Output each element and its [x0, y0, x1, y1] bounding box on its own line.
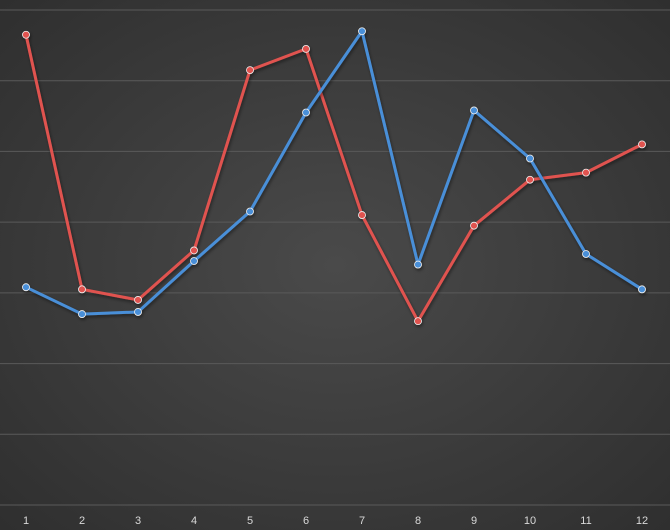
x-tick-label-10: 10 — [524, 515, 536, 527]
series-1 — [22, 30, 646, 326]
series-2-line — [24, 29, 644, 316]
x-tick-label-11: 11 — [580, 515, 591, 527]
series-1-point-11 — [582, 168, 590, 177]
series-1-point-6 — [302, 44, 310, 53]
x-tick-label-7: 7 — [359, 515, 365, 527]
x-tick-label-4: 4 — [191, 515, 197, 527]
series-2-point-11 — [582, 250, 590, 258]
x-tick-label-2: 2 — [79, 515, 85, 527]
series-lines — [22, 27, 646, 326]
series-2-point-3 — [134, 308, 142, 316]
series-2-point-12 — [638, 285, 646, 294]
x-tick-label-6: 6 — [303, 515, 309, 527]
x-tick-label-8: 8 — [415, 515, 421, 527]
series-2-point-10 — [526, 154, 534, 163]
x-tick-label-1: 1 — [23, 515, 29, 527]
series-2-point-5 — [246, 207, 254, 216]
x-tick-label-5: 5 — [247, 515, 253, 527]
series-2-point-7 — [358, 27, 366, 36]
series-1-point-10 — [526, 175, 534, 184]
x-tick-label-12: 12 — [636, 515, 648, 527]
x-tick-label-9: 9 — [471, 515, 477, 527]
series-2-point-8 — [414, 260, 422, 269]
series-1-point-9 — [470, 221, 478, 230]
x-axis-tick-labels: 1 2 3 4 5 6 7 8 9 10 11 12 — [23, 515, 648, 527]
series-1-point-1 — [22, 30, 30, 39]
series-2-point-4 — [190, 257, 198, 265]
series-1-point-12 — [638, 140, 646, 149]
gridlines — [0, 9, 670, 506]
series-1-point-7 — [358, 211, 366, 219]
series-1-point-4 — [190, 246, 198, 255]
series-1-point-5 — [246, 66, 254, 75]
x-tick-label-3: 3 — [135, 515, 141, 527]
series-1-point-8 — [414, 317, 422, 326]
series-2 — [22, 27, 646, 318]
series-2-point-2 — [78, 310, 86, 318]
series-2-point-1 — [22, 283, 30, 292]
series-1-point-2 — [78, 285, 86, 294]
series-1-line — [24, 33, 644, 323]
series-2-point-9 — [470, 106, 478, 115]
series-2-point-6 — [302, 108, 310, 117]
series-1-point-3 — [134, 296, 142, 304]
